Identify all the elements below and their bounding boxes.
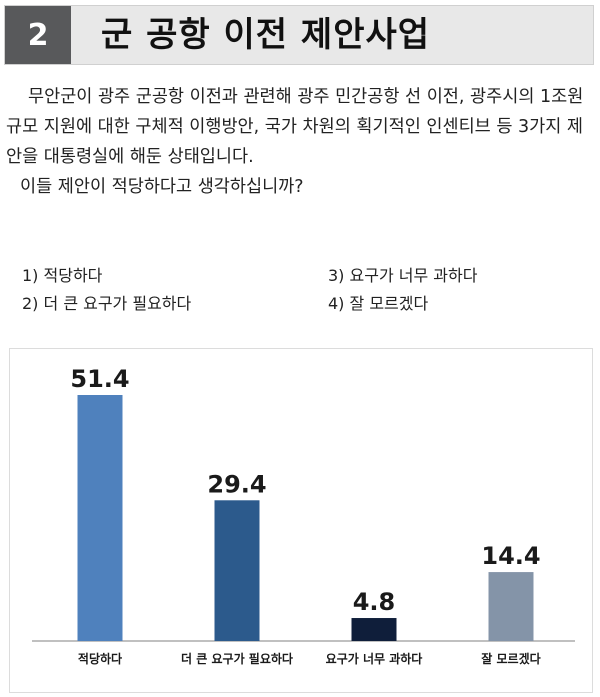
question-text: 무안군이 광주 군공항 이전과 관련해 광주 민간공항 선 이전, 광주시의 1… bbox=[6, 82, 594, 202]
bar-chart: 51.4 적당하다 29.4 더 큰 요구가 필요하다 4.8 요구가 너무 과하다 14.… bbox=[9, 348, 593, 693]
category-label-2: 더 큰 요구가 필요하다 bbox=[181, 651, 293, 666]
bar-chart-svg: 51.4 적당하다 29.4 더 큰 요구가 필요하다 4.8 요구가 너무 과하다 14.… bbox=[32, 365, 575, 666]
bar-4 bbox=[488, 572, 534, 641]
bar-1 bbox=[77, 395, 123, 641]
category-label-3: 요구가 너무 과하다 bbox=[326, 651, 423, 666]
question-prompt: 이들 제안이 적당하다고 생각하십니까? bbox=[20, 177, 304, 197]
bar-2 bbox=[214, 500, 260, 641]
value-label-1: 51.4 bbox=[70, 365, 129, 393]
option-3: 3) 요구가 너무 과하다 bbox=[328, 266, 478, 285]
option-1: 1) 적당하다 bbox=[22, 266, 103, 285]
value-label-4: 14.4 bbox=[481, 542, 540, 570]
category-label-1: 적당하다 bbox=[78, 651, 122, 666]
option-4: 4) 잘 모르겠다 bbox=[328, 294, 429, 313]
section-number-badge: 2 bbox=[5, 6, 71, 64]
option-2: 2) 더 큰 요구가 필요하다 bbox=[22, 294, 192, 313]
section-header: 2 군 공항 이전 제안사업 bbox=[4, 5, 594, 65]
bar-3 bbox=[351, 618, 397, 641]
value-label-3: 4.8 bbox=[353, 588, 396, 616]
question-context: 무안군이 광주 군공항 이전과 관련해 광주 민간공항 선 이전, 광주시의 1… bbox=[6, 87, 584, 167]
category-label-4: 잘 모르겠다 bbox=[481, 651, 540, 666]
section-title: 군 공항 이전 제안사업 bbox=[101, 15, 431, 55]
value-label-2: 29.4 bbox=[207, 470, 266, 498]
